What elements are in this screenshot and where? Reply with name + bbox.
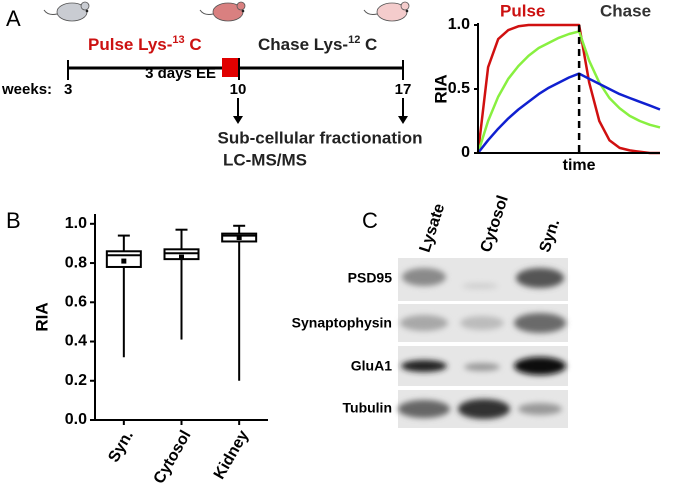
arrow-head	[233, 116, 243, 124]
panel-label: B	[6, 208, 21, 233]
mouse-icon	[363, 1, 410, 22]
panel-label: A	[6, 6, 21, 31]
band	[458, 399, 510, 419]
lane-label: Lysate	[417, 202, 449, 255]
blot-row-label: Synaptophysin	[292, 315, 392, 331]
band	[400, 315, 448, 331]
analysis-label: LC-MS/MS	[223, 150, 307, 169]
x-tick-label: Cytosol	[151, 428, 195, 487]
mean	[179, 254, 184, 260]
band	[516, 268, 564, 288]
blot-row-label: GluA1	[351, 358, 392, 374]
lane-label: Cytosol	[478, 193, 512, 254]
mean	[236, 235, 242, 241]
x-axis-title: time	[563, 157, 596, 174]
chase-label: Chase Lys-12 C	[258, 34, 377, 55]
series-line	[477, 72, 661, 154]
y-axis-title: RIA	[32, 302, 51, 331]
lane-label: Syn.	[537, 217, 564, 254]
arrow-head	[398, 116, 408, 124]
panel-label: C	[362, 208, 378, 233]
chase-isotope: 12	[348, 34, 360, 46]
y-tick-label: 0.6	[65, 294, 87, 311]
x-tick-label: Kidney	[211, 428, 252, 483]
band	[518, 403, 562, 415]
y-axis-title: RIA	[431, 74, 450, 103]
weeks-label: weeks:	[1, 81, 52, 98]
mean	[121, 258, 127, 264]
y-tick-label: 1.0	[65, 215, 87, 232]
analysis-label: Sub-cellular fractionation	[218, 128, 423, 147]
y-tick-label: 0.4	[65, 333, 87, 350]
series-line	[476, 30, 661, 154]
annotation: Pulse	[500, 1, 545, 20]
band	[402, 268, 446, 286]
band	[514, 313, 566, 333]
y-tick-label: 0.5	[448, 80, 470, 97]
band	[464, 363, 500, 371]
y-tick-label: 0	[461, 144, 470, 161]
y-tick-label: 0.8	[65, 254, 87, 271]
annotation: Chase	[600, 1, 651, 20]
pulse-isotope: 13	[172, 34, 184, 46]
y-tick-label: 0.0	[65, 411, 87, 428]
series-line	[476, 23, 660, 155]
week-label: 10	[230, 81, 247, 98]
chase-text: Chase Lys-	[258, 35, 348, 54]
band	[514, 357, 566, 375]
chase-element: C	[360, 35, 377, 54]
blot-row-label: PSD95	[348, 270, 393, 286]
band	[401, 360, 447, 372]
western-blot: Lysate Cytosol Syn. PSD95 Synaptophysin …	[292, 193, 568, 428]
pulse-label: Pulse Lys-13 C	[88, 34, 202, 55]
week-label: 17	[395, 81, 412, 98]
band	[462, 283, 498, 289]
mouse-icon	[199, 1, 246, 22]
pulse-element: C	[185, 35, 202, 54]
pulse-text: Pulse Lys-	[88, 35, 172, 54]
band	[398, 400, 450, 418]
ee-label: 3 days EE	[145, 65, 216, 82]
blot-row-label: Tubulin	[343, 400, 393, 416]
timeline: Pulse Lys-13 C Chase Lys-12 C 3 days EE …	[1, 34, 422, 170]
x-tick-label: Syn.	[105, 428, 137, 466]
week-label: 3	[64, 81, 72, 98]
mouse-icon	[43, 1, 90, 22]
y-tick-label: 1.0	[448, 16, 470, 33]
band	[460, 316, 504, 330]
ee-period	[222, 58, 238, 77]
y-tick-label: 0.2	[65, 372, 87, 389]
